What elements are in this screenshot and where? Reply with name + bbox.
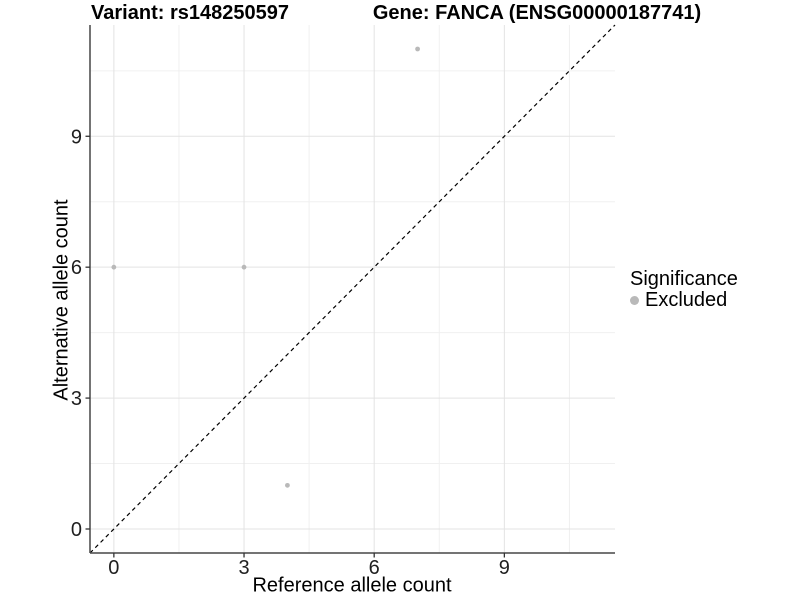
variant-title: Variant: rs148250597: [91, 2, 289, 24]
legend-item-label: Excluded: [645, 289, 728, 311]
identity-line: [89, 24, 616, 554]
data-point: [241, 264, 247, 270]
x-tick-label: 9: [499, 557, 510, 579]
legend-title: Significance: [630, 268, 738, 290]
data-point: [111, 264, 117, 270]
x-tick-label: 3: [238, 557, 249, 579]
y-tick-label: 9: [71, 126, 82, 148]
y-tick-label: 3: [71, 388, 82, 410]
data-point: [415, 46, 420, 52]
x-axis-title: Reference allele count: [252, 574, 452, 597]
data-point: [285, 482, 290, 488]
gene-title: Gene: FANCA (ENSG00000187741): [372, 2, 702, 24]
y-axis-title: Alternative allele count: [50, 199, 73, 401]
x-tick-label: 0: [108, 557, 119, 579]
y-tick-label: 0: [71, 519, 82, 541]
excluded-point-icon: [630, 296, 639, 305]
legend-item-excluded: Excluded: [630, 290, 738, 311]
legend: Significance Excluded: [630, 268, 738, 311]
x-tick-label: 6: [369, 557, 380, 579]
y-tick-label: 6: [71, 257, 82, 279]
